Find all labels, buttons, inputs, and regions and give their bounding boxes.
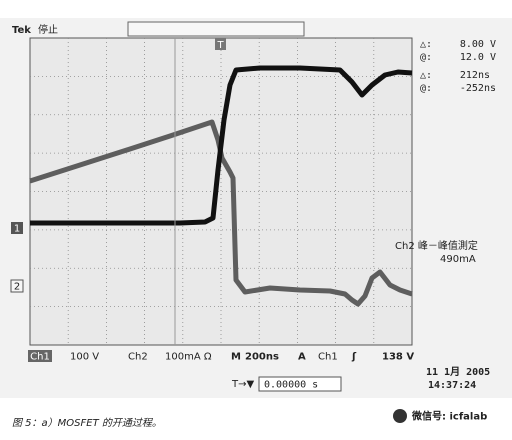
ch1-tag-box	[28, 350, 52, 362]
timebase: 200ns	[245, 352, 279, 363]
ch1-tag: Ch1	[30, 352, 50, 363]
trigger-marker-box	[215, 38, 226, 50]
measurement-value: 490mA	[440, 254, 476, 265]
watermark: 微信号: icfalab	[411, 410, 487, 423]
time: 14:37:24	[428, 380, 476, 391]
measurement-label: Ch2 峰－峰值測定	[395, 239, 478, 252]
trigger-position-box	[258, 376, 342, 392]
ch1-marker: 1	[14, 224, 20, 235]
brand: Tek	[12, 25, 31, 36]
at-t: -252ns	[460, 83, 496, 94]
ch2-marker: 2	[14, 282, 20, 293]
cursor-readout: △: 8.00 V @: 12.0 V △: 212ns @: -252ns	[420, 39, 496, 94]
at-t-symbol: @:	[420, 83, 432, 94]
ch1-marker-box	[11, 222, 23, 234]
delta-v-symbol: △:	[420, 39, 432, 50]
delta-v: 8.00 V	[460, 39, 496, 50]
ch1-scale: 100 V	[70, 352, 99, 363]
at-v: 12.0 V	[460, 52, 496, 63]
status: 停止	[38, 23, 58, 36]
delta-t: 212ns	[460, 70, 490, 81]
trigger-position: 0.00000 s	[264, 380, 318, 391]
ch2-current-trace	[29, 119, 413, 307]
date: 11 1月 2005	[426, 366, 490, 378]
watermark-icon	[393, 409, 407, 423]
watermark-box	[388, 404, 506, 428]
ch2-tag: Ch2	[128, 352, 148, 363]
trigger-position-icon: T→▼	[231, 379, 254, 390]
delta-t-symbol: △:	[420, 70, 432, 81]
trigger-slope: ʃ	[351, 352, 357, 363]
ch1-voltage-trace	[30, 65, 413, 226]
trigger-label: A	[298, 352, 306, 363]
caption: 图 5：a）MOSFET 的开通过程。	[12, 417, 162, 429]
trigger-marker: T	[216, 40, 224, 51]
at-v-symbol: @:	[420, 52, 432, 63]
ch2-scale: 100mA Ω	[165, 352, 212, 363]
status-bar: Ch1 100 V Ch2 100mA Ω M 200ns A Ch1 ʃ 13…	[28, 350, 414, 363]
record-bar	[127, 21, 305, 37]
ch2-marker-box	[10, 279, 24, 293]
trigger-level: 138 V	[382, 352, 414, 363]
timebase-label: M	[231, 352, 241, 363]
trigger-source: Ch1	[318, 352, 338, 363]
